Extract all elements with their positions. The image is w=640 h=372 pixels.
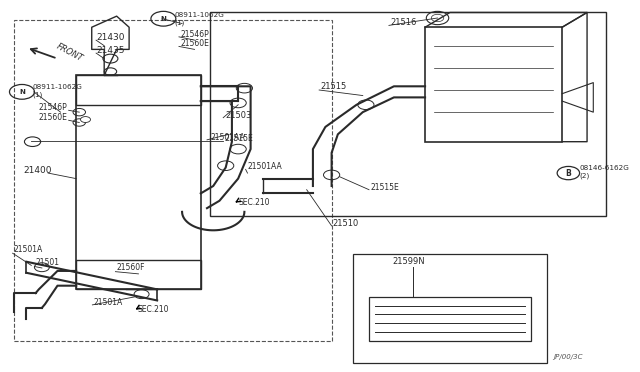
Bar [210, 13, 605, 215]
Text: 21501AA: 21501AA [248, 163, 282, 171]
Text: 21599N: 21599N [393, 257, 426, 266]
Text: B: B [566, 169, 572, 177]
Text: JP/00/3C: JP/00/3C [553, 354, 582, 360]
Text: 21501A: 21501A [93, 298, 123, 307]
Text: N: N [161, 16, 166, 22]
Text: 21560E: 21560E [39, 113, 68, 122]
Text: 21430: 21430 [96, 33, 125, 42]
Text: 21560F: 21560F [116, 263, 145, 272]
Text: 21515E: 21515E [370, 183, 399, 192]
Text: 21560E: 21560E [180, 39, 209, 48]
Bar [76, 75, 201, 289]
Text: 21501A: 21501A [14, 246, 43, 254]
Text: 08911-1062G: 08911-1062G [175, 12, 225, 18]
Text: 21515: 21515 [321, 82, 347, 91]
Text: SEC.210: SEC.210 [137, 305, 169, 314]
Circle shape [81, 116, 90, 122]
Bar [76, 260, 201, 289]
Bar [353, 254, 547, 363]
Text: 21516: 21516 [390, 18, 417, 28]
Text: FRONT: FRONT [54, 42, 84, 63]
Bar [14, 20, 332, 341]
Text: 21510: 21510 [333, 219, 359, 228]
Text: 21435: 21435 [96, 46, 125, 55]
Text: 08911-1062G: 08911-1062G [33, 84, 83, 90]
Bar [76, 75, 201, 105]
Text: 21501AA: 21501AA [210, 133, 245, 142]
Text: 08146-6162G: 08146-6162G [580, 166, 630, 171]
Text: 21503: 21503 [226, 111, 252, 120]
Text: (2): (2) [580, 173, 590, 179]
Text: 21400: 21400 [23, 166, 52, 175]
Text: 21515E: 21515E [225, 134, 253, 143]
Bar [369, 297, 531, 341]
Text: 21501: 21501 [36, 259, 60, 267]
Text: SEC.210: SEC.210 [238, 198, 269, 207]
Text: (1): (1) [175, 20, 185, 26]
Text: (1): (1) [33, 92, 43, 98]
Text: 21546P: 21546P [180, 30, 209, 39]
Text: N: N [19, 89, 25, 95]
Bar [425, 27, 562, 142]
Text: 21546P: 21546P [39, 103, 68, 112]
